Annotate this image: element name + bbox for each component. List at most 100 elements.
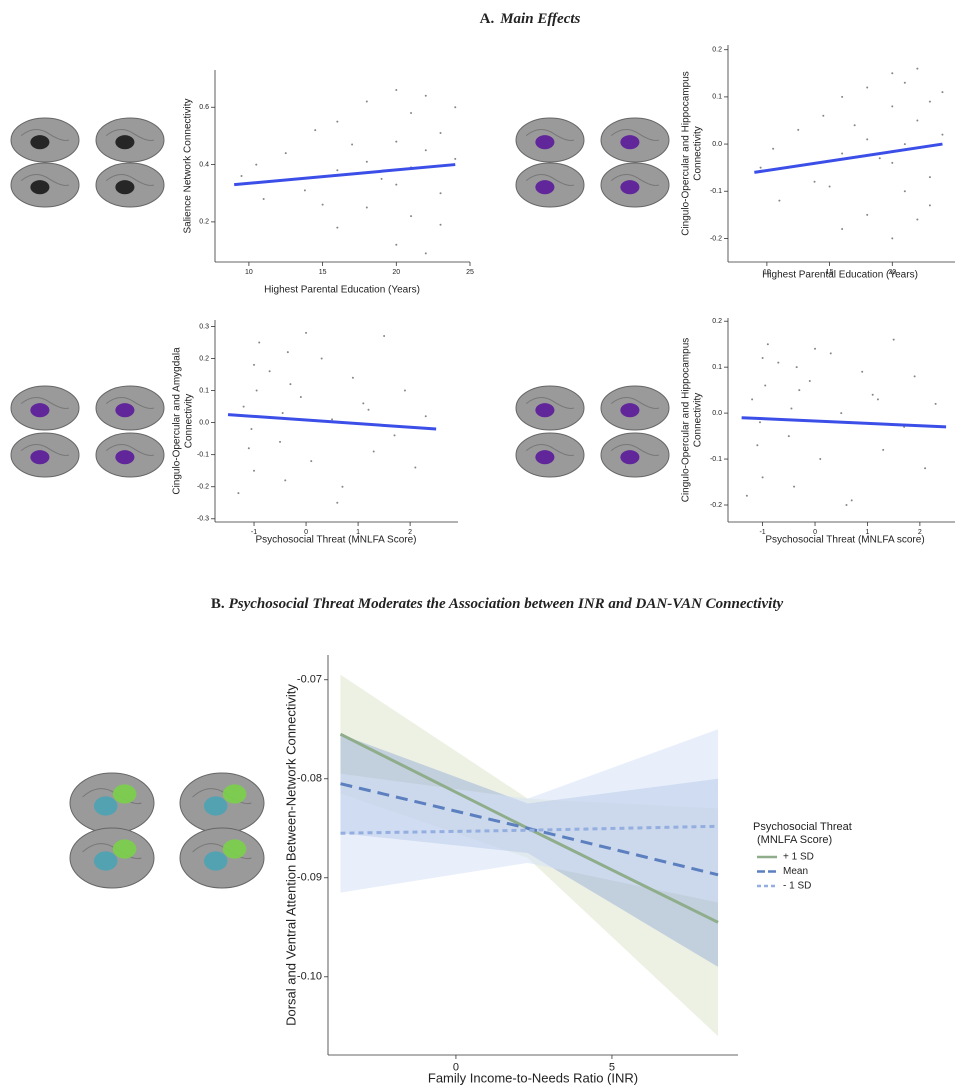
y-tick-label: -0.1 xyxy=(197,452,209,459)
fit-line xyxy=(741,416,947,429)
y-tick-label: 0.0 xyxy=(712,141,722,148)
y-tick-label: -0.1 xyxy=(710,188,722,195)
point xyxy=(410,215,413,218)
point xyxy=(871,393,874,396)
point xyxy=(751,398,754,401)
point xyxy=(320,357,323,360)
point xyxy=(878,157,881,160)
brain-region xyxy=(115,135,135,150)
x-tick-label: 0 xyxy=(304,529,308,536)
point xyxy=(928,176,931,179)
y-axis-label: Dorsal and Ventral Attention Between-Net… xyxy=(283,684,298,1026)
fit-line xyxy=(754,142,943,174)
point xyxy=(866,86,869,89)
y-tick-label: 0.1 xyxy=(712,364,722,371)
point xyxy=(351,143,354,146)
point xyxy=(778,199,781,202)
point xyxy=(756,444,759,447)
y-tick-label: -0.2 xyxy=(710,502,722,509)
section-heading: B. Psychosocial Threat Moderates the Asso… xyxy=(211,596,784,612)
point xyxy=(439,223,442,226)
point xyxy=(793,485,796,488)
point xyxy=(916,218,919,221)
y-axis-label: Connectivity xyxy=(693,126,704,180)
point xyxy=(310,460,313,463)
brain-fold xyxy=(525,129,574,141)
point xyxy=(861,370,864,373)
brain-region xyxy=(620,135,640,150)
point xyxy=(395,140,398,143)
fit-line xyxy=(234,163,456,187)
point xyxy=(341,485,344,488)
y-tick-label: 0.1 xyxy=(712,94,722,101)
point xyxy=(281,411,284,414)
point xyxy=(916,67,919,70)
point xyxy=(395,243,398,246)
point xyxy=(336,501,339,504)
point xyxy=(808,379,811,382)
point xyxy=(365,160,368,163)
point xyxy=(745,494,748,497)
point xyxy=(268,370,271,373)
y-tick-label: -0.2 xyxy=(197,484,209,491)
brain-fold xyxy=(610,444,659,456)
brain-region xyxy=(620,180,640,195)
point xyxy=(903,190,906,193)
point xyxy=(410,111,413,114)
x-axis-label: Highest Parental Education (Years) xyxy=(762,270,918,281)
point xyxy=(891,72,894,75)
legend-title: Psychosocial Threat xyxy=(753,821,852,833)
y-tick-label: 0.2 xyxy=(199,219,209,226)
point xyxy=(829,352,832,355)
point xyxy=(891,237,894,240)
y-tick-label: 0.6 xyxy=(199,104,209,111)
point xyxy=(758,421,761,424)
x-tick-label: -1 xyxy=(759,529,765,536)
point xyxy=(439,192,442,195)
x-axis-label: Highest Parental Education (Years) xyxy=(264,285,420,296)
y-tick-label: -0.2 xyxy=(710,235,722,242)
point xyxy=(876,398,879,401)
y-tick-label: -0.09 xyxy=(297,872,322,884)
line xyxy=(340,782,719,877)
section-heading: A. Main Effects xyxy=(480,11,581,27)
point xyxy=(336,226,339,229)
brain-region xyxy=(115,403,135,418)
point xyxy=(439,132,442,135)
brain-region xyxy=(93,851,118,871)
brain-region xyxy=(222,839,247,859)
point xyxy=(395,89,398,92)
brain-fold xyxy=(20,129,69,141)
point xyxy=(766,343,769,346)
point xyxy=(424,94,427,97)
point xyxy=(454,106,457,109)
x-tick-label: 15 xyxy=(826,269,834,276)
y-axis-label: Cingulo-Opercular and Hippocampus xyxy=(681,338,692,503)
point xyxy=(424,252,427,255)
point xyxy=(841,152,844,155)
point xyxy=(814,347,817,350)
section-letter: A. xyxy=(480,11,495,27)
point xyxy=(336,169,339,172)
brain-fold xyxy=(525,174,574,186)
y-tick-label: 0.3 xyxy=(199,323,209,330)
point xyxy=(761,476,764,479)
point xyxy=(777,361,780,364)
y-tick-label: -0.08 xyxy=(297,773,322,785)
point xyxy=(934,402,937,405)
y-tick-label: 0.0 xyxy=(199,419,209,426)
brain-region xyxy=(115,450,135,465)
y-tick-label: -0.1 xyxy=(710,456,722,463)
point xyxy=(255,163,258,166)
x-tick-label: 10 xyxy=(245,269,253,276)
y-tick-label: -0.10 xyxy=(297,971,322,983)
point xyxy=(303,189,306,192)
point xyxy=(250,428,253,431)
point xyxy=(891,161,894,164)
y-tick-label: 0.1 xyxy=(199,387,209,394)
y-axis-label: Connectivity xyxy=(184,394,195,448)
point xyxy=(253,469,256,472)
x-tick-label: 2 xyxy=(408,529,412,536)
x-tick-label: 1 xyxy=(356,529,360,536)
